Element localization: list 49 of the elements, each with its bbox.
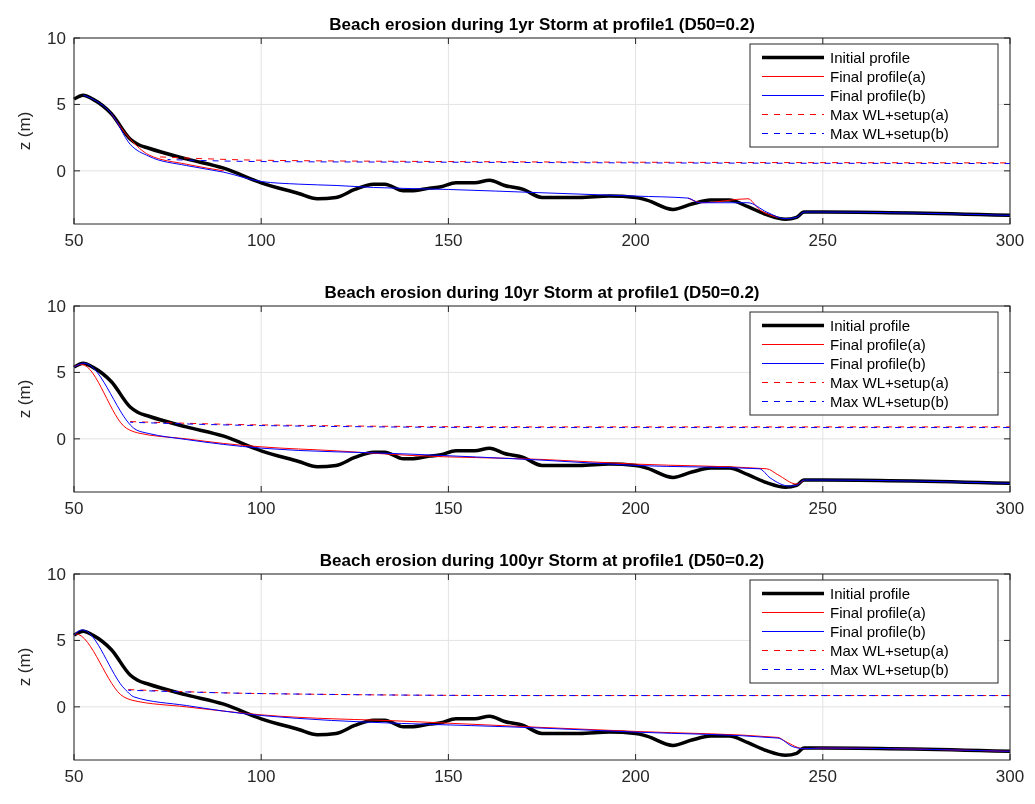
legend-label: Final profile(a): [830, 603, 926, 621]
y-tick-label: 10: [47, 28, 66, 48]
legend-label: Final profile(b): [830, 622, 926, 640]
legend-label: Initial profile: [830, 316, 911, 334]
y-tick-label: 0: [56, 429, 66, 449]
chart-title: Beach erosion during 1yr Storm at profile1 (D50=0.2): [329, 15, 755, 34]
x-tick-label: 150: [434, 231, 463, 250]
x-tick-label: 150: [434, 499, 463, 518]
y-tick-label: 0: [56, 697, 66, 717]
x-tick-label: 300: [995, 767, 1025, 786]
line-series: [73, 363, 805, 485]
chart-title: Beach erosion during 100yr Storm at profile1 (D50=0.2): [319, 551, 765, 570]
x-tick-label: 100: [247, 231, 276, 250]
y-tick-label: 0: [56, 161, 66, 181]
y-axis-title: z (m): [15, 111, 34, 151]
x-tick-label: 50: [64, 231, 84, 250]
legend-label: Max WL+setup(b): [830, 124, 949, 142]
x-tick-label: 300: [995, 231, 1025, 250]
x-tick-label: 150: [434, 767, 463, 786]
chart-title: Beach erosion during 10yr Storm at profile1 (D50=0.2): [324, 283, 760, 302]
x-tick-label: 300: [995, 499, 1025, 518]
y-tick-label: 10: [47, 564, 66, 584]
y-tick-label: 10: [47, 296, 66, 316]
x-tick-label: 200: [621, 231, 650, 250]
legend-label: Initial profile: [830, 48, 911, 66]
y-tick-label: 5: [56, 631, 66, 651]
legend-label: Initial profile: [830, 584, 911, 602]
y-tick-label: 5: [56, 95, 66, 115]
x-tick-label: 50: [64, 499, 84, 518]
legend-label: Max WL+setup(a): [830, 641, 949, 659]
x-tick-label: 100: [247, 499, 276, 518]
legend-label: Max WL+setup(a): [830, 373, 949, 391]
legend-label: Final profile(a): [830, 67, 926, 85]
legend-label: Max WL+setup(b): [830, 660, 949, 678]
legend-label: Final profile(b): [830, 354, 926, 372]
x-tick-label: 50: [64, 767, 84, 786]
x-tick-label: 250: [808, 767, 837, 786]
y-tick-label: 5: [56, 363, 66, 383]
x-tick-label: 250: [808, 231, 837, 250]
x-tick-label: 200: [621, 767, 650, 786]
legend-label: Max WL+setup(a): [830, 105, 949, 123]
x-tick-label: 250: [808, 499, 837, 518]
y-axis-title: z (m): [15, 647, 34, 687]
legend-label: Final profile(b): [830, 86, 926, 104]
x-tick-label: 100: [247, 767, 276, 786]
x-tick-label: 200: [621, 499, 650, 518]
legend-label: Final profile(a): [830, 335, 926, 353]
legend-label: Max WL+setup(b): [830, 392, 949, 410]
y-axis-title: z (m): [15, 379, 34, 419]
